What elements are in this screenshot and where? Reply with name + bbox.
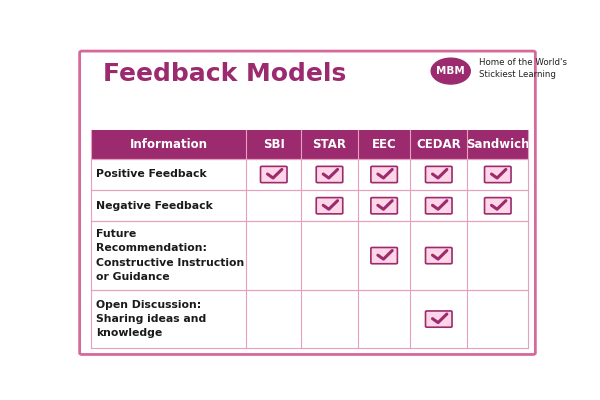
Text: Information: Information [130, 138, 208, 151]
Text: Sandwich: Sandwich [466, 138, 530, 151]
Text: Negative Feedback: Negative Feedback [96, 201, 212, 211]
FancyBboxPatch shape [485, 166, 511, 183]
FancyBboxPatch shape [425, 248, 452, 264]
Text: Future
Recommendation:
Constructive Instruction
or Guidance: Future Recommendation: Constructive Inst… [96, 229, 244, 282]
Text: MBM: MBM [436, 66, 465, 76]
FancyBboxPatch shape [80, 51, 535, 354]
FancyBboxPatch shape [260, 166, 287, 183]
FancyBboxPatch shape [371, 198, 397, 214]
Text: SBI: SBI [263, 138, 285, 151]
Bar [91, 290, 529, 348]
Text: STAR: STAR [313, 138, 346, 151]
FancyBboxPatch shape [425, 311, 452, 327]
Bar [91, 221, 529, 290]
Text: Open Discussion:
Sharing ideas and
knowledge: Open Discussion: Sharing ideas and knowl… [96, 300, 206, 338]
Text: Positive Feedback: Positive Feedback [96, 170, 206, 180]
FancyBboxPatch shape [425, 166, 452, 183]
Text: Feedback Models: Feedback Models [103, 62, 346, 86]
FancyBboxPatch shape [371, 166, 397, 183]
Text: Home of the World's
Stickiest Learning: Home of the World's Stickiest Learning [479, 58, 566, 79]
FancyBboxPatch shape [316, 166, 343, 183]
FancyBboxPatch shape [316, 198, 343, 214]
Text: CEDAR: CEDAR [416, 138, 461, 151]
FancyBboxPatch shape [485, 198, 511, 214]
Bar [91, 130, 529, 159]
FancyBboxPatch shape [371, 248, 397, 264]
Bar [91, 190, 529, 221]
Circle shape [431, 58, 470, 84]
Text: EEC: EEC [372, 138, 397, 151]
Bar [91, 159, 529, 190]
FancyBboxPatch shape [425, 198, 452, 214]
